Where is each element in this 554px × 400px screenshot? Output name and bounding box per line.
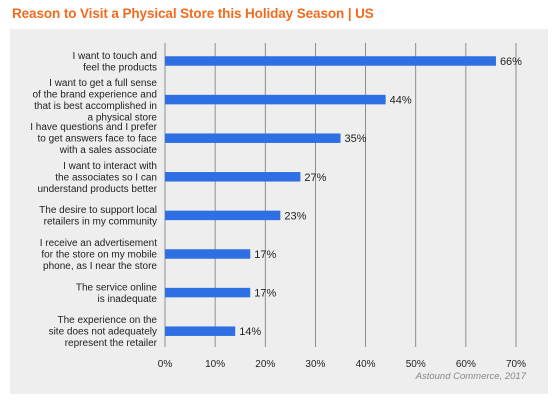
category-label-line: The experience on the [57, 315, 157, 326]
category-label-line: The desire to support local [39, 205, 157, 216]
x-tick-label: 10% [205, 359, 225, 370]
bar [165, 249, 251, 259]
category-label-line: feel the products [83, 62, 157, 73]
chart-panel: 0% 10% 20% 30% 40% 50% 60% 70% 66% I want to touc… [10, 29, 548, 394]
value-label: 14% [239, 326, 261, 338]
category-label-line: the associates so I can [55, 172, 157, 183]
source-note: Astound Commerce, 2017 [415, 371, 526, 382]
bar [165, 326, 236, 336]
category-label: The desire to support local retailers in … [39, 205, 157, 228]
category-label-line: site does not adequately [49, 327, 157, 338]
value-label: 17% [254, 288, 276, 300]
category-label-line: to get answers face to face [37, 134, 157, 145]
category-label-line: The service online [76, 282, 158, 293]
x-tick-label: 70% [506, 359, 526, 370]
category-label-line: with a sales associate [59, 145, 158, 156]
category-label-line: phone, as I near the store [43, 261, 157, 272]
category-label: I have questions and I prefer to get answ… [30, 122, 157, 156]
x-tick-label: 0% [158, 359, 173, 370]
category-label: I want to interact with the associates so… [37, 161, 157, 195]
category-label-line: I receive an advertisement [40, 238, 158, 249]
x-tick-label: 30% [305, 359, 325, 370]
bar [165, 210, 281, 221]
category-label-line: I have questions and I prefer [30, 122, 157, 133]
category-label-line: understand products better [37, 184, 157, 195]
bar-chart: 0% 10% 20% 30% 40% 50% 60% 70% 66% I want to touc… [30, 43, 526, 370]
category-label: The service online is inadequate [76, 282, 158, 305]
category-label: I want to touch and feel the products [72, 51, 157, 74]
category-label-line: I want to interact with [63, 161, 157, 172]
x-tick-label: 60% [456, 359, 476, 370]
x-tick-label: 50% [406, 359, 426, 370]
category-label-line: I want to touch and [72, 51, 157, 62]
bar [165, 56, 496, 66]
value-label: 17% [254, 249, 276, 261]
category-label-line: represent the retailer [65, 338, 158, 349]
category-label-line: is inadequate [98, 294, 158, 305]
category-label-line: retailers in my community [44, 217, 157, 228]
category-label-line: a physical store [88, 112, 158, 123]
category-label-line: for the store on my mobile [41, 250, 157, 261]
bar [165, 94, 386, 105]
x-tick-label: 40% [356, 359, 376, 370]
bar [165, 172, 301, 182]
value-label: 27% [304, 172, 326, 184]
category-label-line: that is best accomplished in [34, 101, 157, 112]
value-label: 44% [390, 95, 412, 107]
bar [165, 133, 341, 143]
category-label-line: I want to get a full sense [49, 78, 157, 89]
category-label-line: of the brand experience and [32, 89, 157, 100]
x-tick-label: 20% [255, 359, 275, 370]
value-label: 35% [345, 133, 367, 145]
chart-title: Reason to Visit a Physical Store this Ho… [12, 6, 374, 21]
bar [165, 287, 251, 298]
category-label: I want to get a full sense of the brand e… [32, 78, 157, 124]
category-label: The experience on the site does not adequ… [49, 315, 158, 349]
category-label: I receive an advertisement for the store … [40, 238, 158, 272]
value-label: 23% [284, 210, 306, 222]
value-label: 66% [500, 56, 522, 68]
